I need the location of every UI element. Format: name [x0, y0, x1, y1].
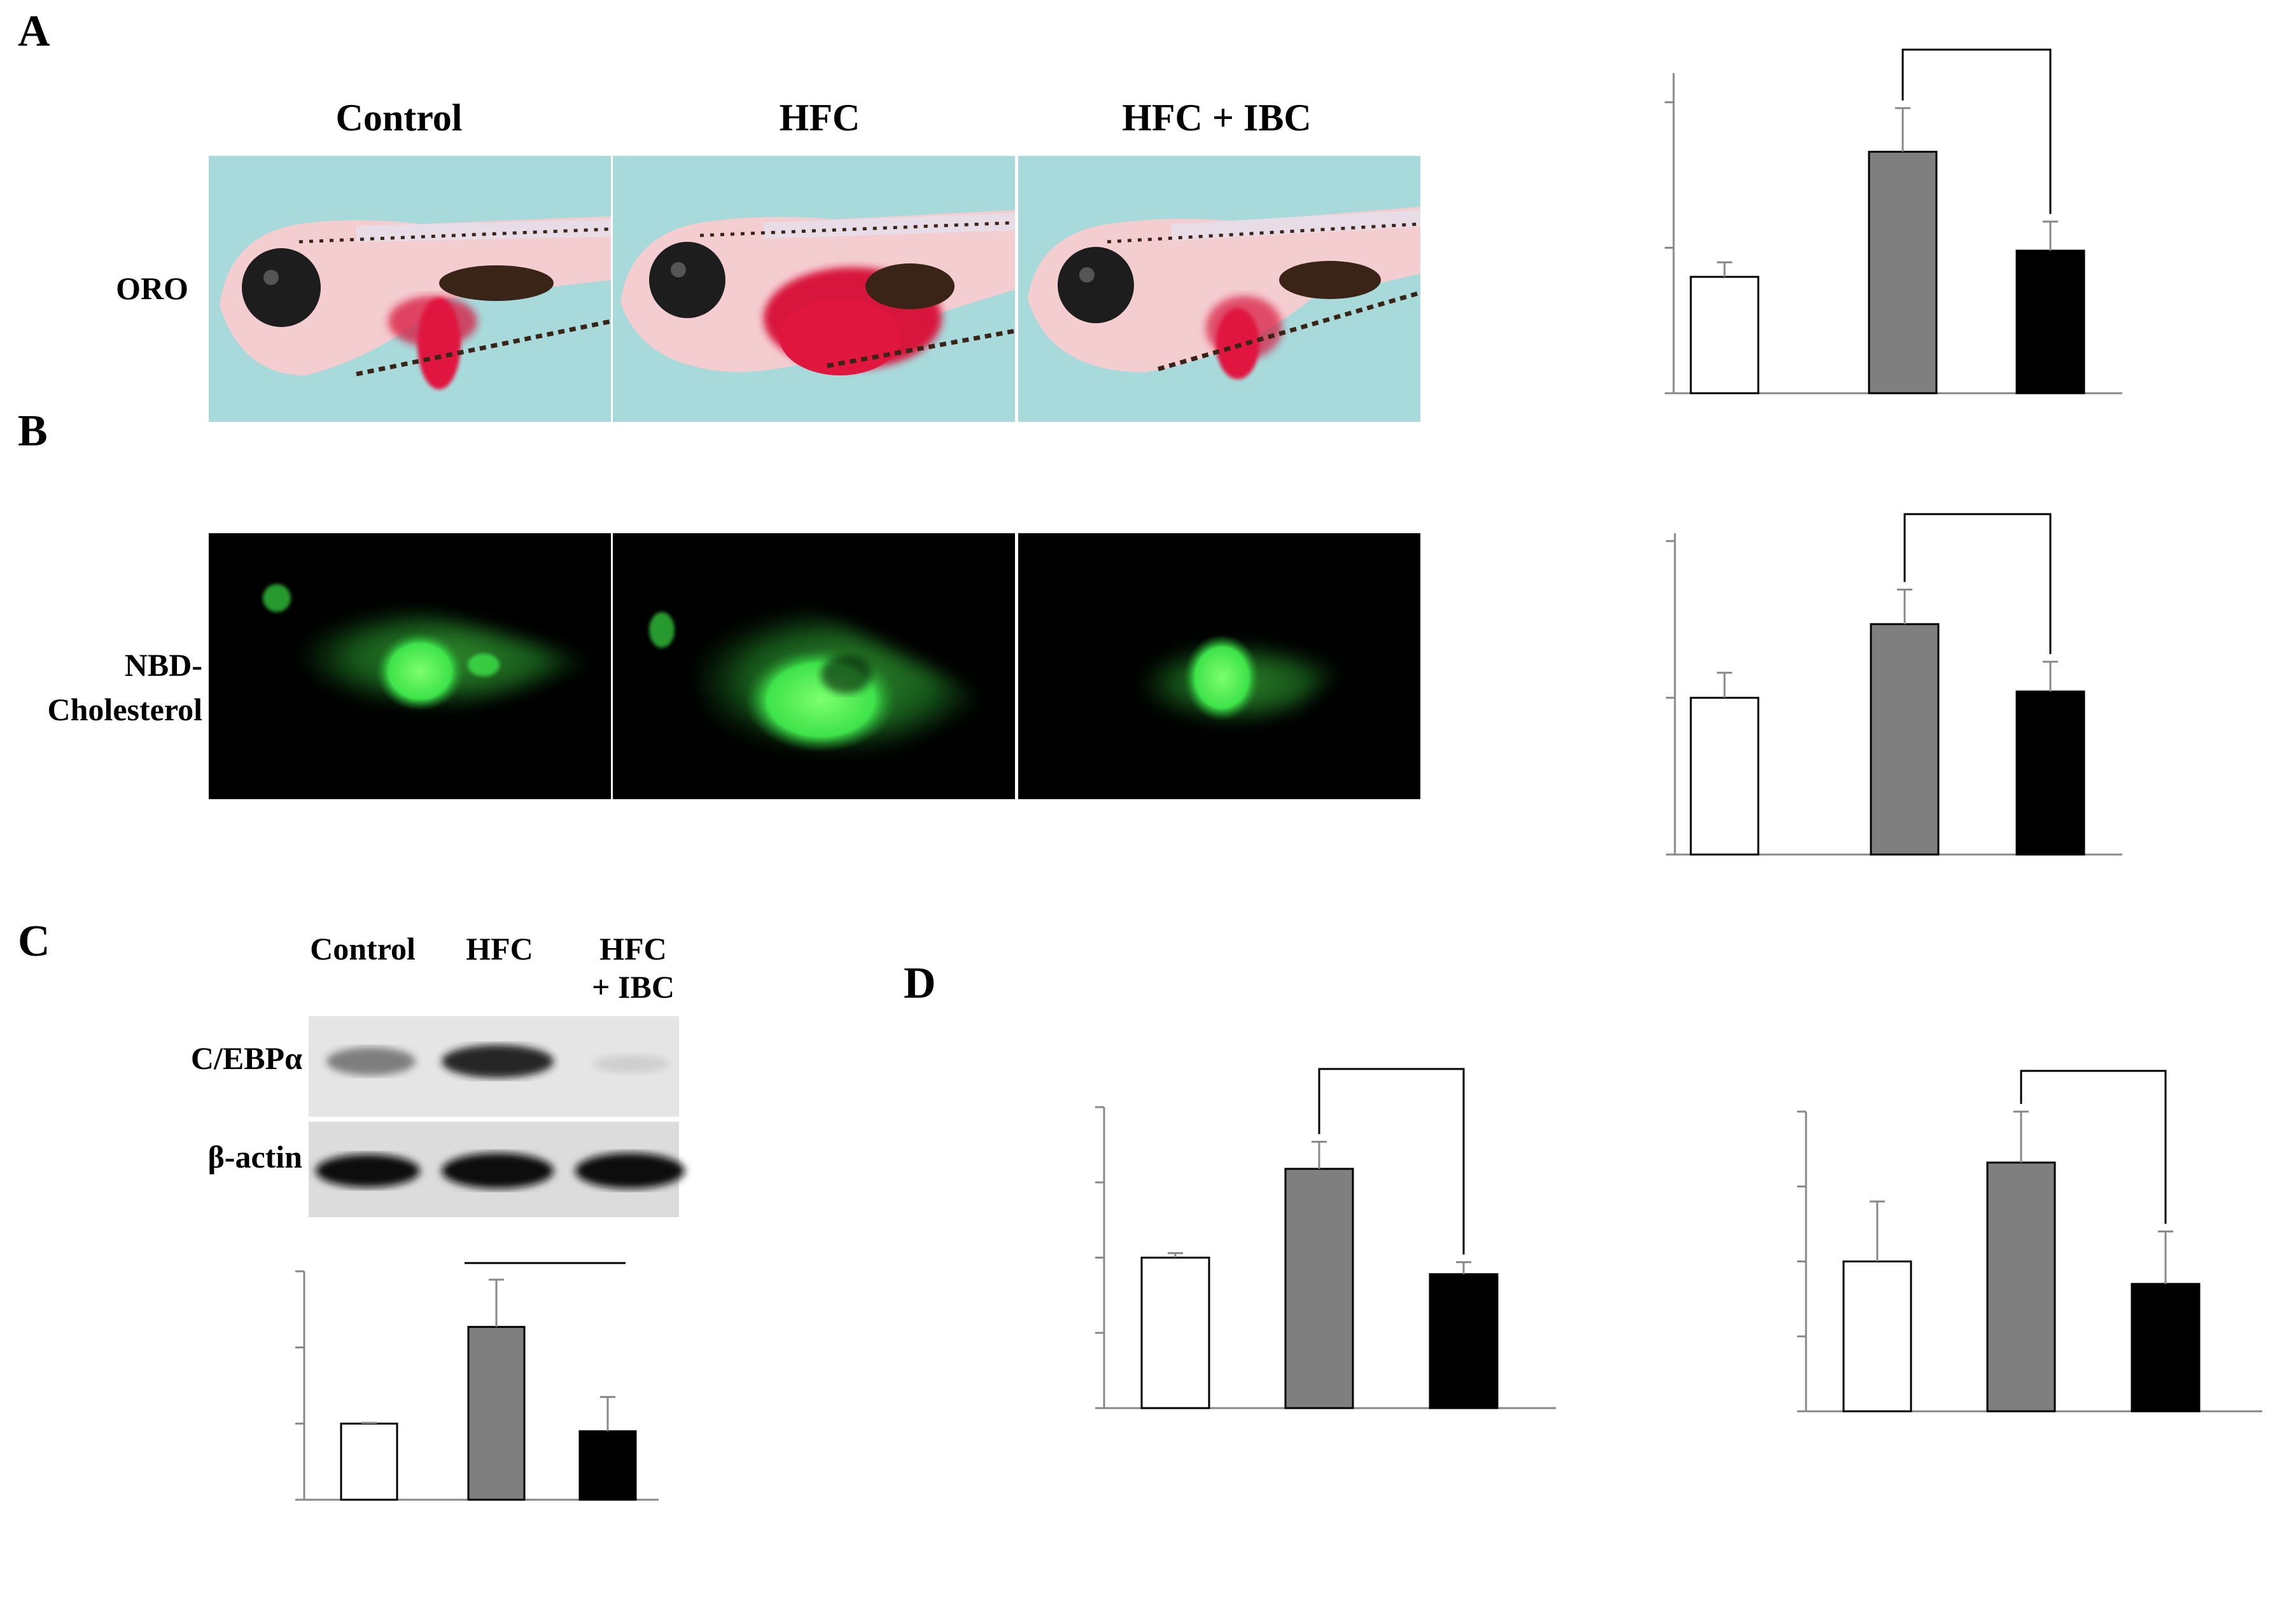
- bar-2: [1429, 1273, 1499, 1409]
- panel-label-d: D: [904, 959, 936, 1008]
- oro-row-label: ORO: [116, 270, 188, 306]
- oro-image-control: [209, 156, 612, 422]
- oro-image-hfc-ibc: [1018, 156, 1421, 422]
- oro-header-hfc-ibc: HFC + IBC: [1122, 97, 1312, 139]
- blot-row-cebpa: C/EBPα: [191, 1016, 679, 1117]
- chart-d-pparg: [1797, 1070, 2262, 1413]
- significance-bracket: [1318, 1068, 1465, 1255]
- bar-1: [467, 1325, 526, 1501]
- bar-0: [1690, 697, 1760, 856]
- panel-label-a: A: [18, 7, 50, 56]
- blot-lane-hfc-ibc-line1: HFC: [599, 931, 667, 967]
- bar-2: [578, 1430, 637, 1501]
- nbd-row-label-line2: Cholesterol: [48, 692, 203, 727]
- bar-1: [1868, 150, 1938, 395]
- nbd-image-hfc-ibc: [1018, 533, 1420, 799]
- bar-1: [1986, 1161, 2056, 1413]
- significance-bracket: [1901, 48, 2052, 214]
- chart-b-fluorescence: [1666, 513, 2122, 856]
- oro-header-control: Control: [336, 97, 463, 139]
- nbd-row-label-line1: NBD-: [125, 647, 202, 683]
- oro-image-hfc: [613, 156, 1016, 422]
- nbd-image-control: [209, 533, 611, 799]
- blot-lane-hfc: HFC: [466, 931, 533, 967]
- blot-lane-hfc-ibc-line2: + IBC: [592, 969, 675, 1005]
- bar-2: [2131, 1283, 2201, 1413]
- chart-a-steatosis: [1665, 48, 2122, 395]
- bar-0: [340, 1422, 398, 1501]
- blot-label-cebpa: C/EBPα: [191, 1040, 302, 1076]
- panel-label-b: B: [18, 407, 48, 456]
- chart-d-cebpa: [1095, 1068, 1556, 1409]
- bar-0: [1842, 1260, 1912, 1413]
- bar-0: [1690, 276, 1760, 395]
- oro-header-hfc: HFC: [780, 97, 860, 139]
- bar-1: [1870, 623, 1940, 856]
- bar-1: [1284, 1168, 1354, 1409]
- bar-2: [2015, 249, 2085, 395]
- significance-bracket: [1903, 513, 2052, 654]
- blot-row-bactin: β-actin: [207, 1122, 685, 1217]
- panel-label-c: C: [18, 917, 50, 966]
- bar-2: [2015, 690, 2085, 856]
- chart-c-western-quant: [295, 1262, 659, 1501]
- blot-lane-control: Control: [310, 931, 416, 967]
- blot-label-bactin: β-actin: [207, 1139, 302, 1175]
- bar-0: [1140, 1257, 1210, 1409]
- significance-bracket: [2020, 1070, 2167, 1224]
- nbd-image-hfc: [613, 533, 1015, 799]
